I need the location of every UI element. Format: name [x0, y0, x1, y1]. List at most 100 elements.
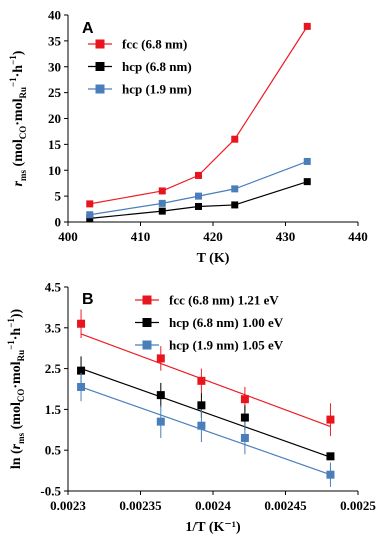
y-axis-label-part: ·h — [9, 328, 24, 341]
y-axis-label-part: ln ( — [9, 449, 24, 469]
y-tick-label: 10 — [48, 163, 61, 178]
data-point — [156, 354, 165, 363]
y-axis-label-part: ms — [16, 432, 26, 443]
legend-label: fcc (6.8 nm) 1.21 eV — [169, 293, 279, 308]
data-point — [195, 192, 202, 200]
legend-label: hcp (6.8 nm) — [122, 59, 192, 74]
y-axis-label-b: ln (rms (molCO·molRu−1·h−1)) — [6, 308, 26, 469]
y-axis-label-part: r — [9, 443, 24, 449]
y-axis-label-part: CO — [18, 126, 28, 140]
data-point — [197, 421, 206, 430]
chart-panel-a: A 0 5 10 15 20 25 30 35 40 400 410 420 430 440 T (K) rm… — [8, 8, 368, 267]
data-point — [231, 185, 239, 193]
legend-marker — [95, 84, 105, 94]
series-0 — [86, 22, 311, 208]
data-point — [156, 391, 165, 400]
series-line — [89, 181, 308, 219]
x-tick-label: 0.00245 — [264, 498, 307, 513]
x-tick-label: 420 — [203, 229, 223, 244]
data-point — [77, 319, 86, 328]
data-point — [326, 452, 335, 461]
y-tick-label: 20 — [48, 111, 61, 126]
x-tick-label: 440 — [348, 229, 368, 244]
x-axis-label: 1/T (K⁻¹) — [185, 520, 241, 535]
data-point — [158, 199, 166, 207]
y-axis-label-part: r — [11, 180, 26, 186]
y-tick-label: 15 — [48, 137, 62, 152]
y-axis-label-part: ·mol — [9, 361, 24, 388]
y-axis-label-part: −1 — [8, 77, 18, 87]
y-axis-label-part: (mol — [9, 402, 24, 433]
data-point — [77, 366, 86, 375]
series-1 — [77, 356, 335, 461]
data-point — [231, 135, 239, 143]
y-axis-label-part: ms — [18, 169, 28, 180]
data-point — [240, 433, 249, 442]
data-point — [231, 201, 239, 209]
y-axis-label-part: −1 — [6, 318, 16, 328]
y-tick-label: 1.5 — [45, 402, 62, 417]
data-point — [158, 207, 166, 215]
x-tick-label: 0.0024 — [195, 498, 231, 513]
series-2 — [77, 372, 335, 487]
x-tick-label: 430 — [276, 229, 296, 244]
y-axis-label-part: Ru — [18, 87, 28, 99]
legend-label: hcp (1.9 nm) — [122, 82, 192, 97]
y-axis-label-a: rms (molCO·molRu−1·h−1) — [8, 50, 28, 186]
y-axis-label-part: (mol — [11, 139, 26, 170]
y-axis-label-part: ·mol — [11, 98, 26, 125]
series-1 — [86, 178, 311, 222]
legend-marker — [95, 39, 105, 49]
x-tick-label: 0.00235 — [119, 498, 162, 513]
data-point — [86, 214, 94, 222]
y-tick-label: 3.5 — [45, 320, 62, 335]
y-axis-label-part: −1 — [8, 55, 18, 65]
legend-label: hcp (1.9 nm) 1.05 eV — [169, 338, 284, 353]
x-tick-label: 400 — [58, 229, 78, 244]
x-tick-label: 410 — [131, 229, 151, 244]
legend-marker — [142, 318, 152, 327]
legend-marker — [142, 295, 152, 305]
y-axis-label-part: −1 — [6, 340, 16, 350]
panel-label-b: B — [82, 291, 94, 308]
data-point — [195, 171, 202, 179]
fit-line — [80, 386, 331, 476]
y-axis-label-part: Ru — [16, 350, 26, 362]
data-point — [240, 413, 249, 422]
data-point — [86, 211, 94, 219]
data-point — [158, 187, 166, 195]
x-tick-label: 0.0023 — [50, 498, 86, 513]
y-tick-label: 2.5 — [45, 361, 62, 376]
y-tick-label: 40 — [48, 8, 61, 23]
series-2 — [86, 157, 311, 219]
data-point — [195, 202, 202, 210]
y-tick-label: 4.5 — [45, 280, 62, 295]
legend-label: fcc (6.8 nm) — [122, 37, 187, 52]
fit-line — [80, 333, 331, 428]
y-tick-label: 25 — [48, 85, 62, 100]
legend-marker — [95, 62, 105, 71]
y-tick-label: -0.5 — [40, 484, 61, 499]
data-point — [197, 376, 206, 385]
data-point — [197, 401, 206, 410]
y-axis-label-part: )) — [9, 308, 24, 318]
panel-label-a: A — [82, 20, 94, 37]
data-point — [156, 417, 165, 426]
y-axis-label-part: ·h — [11, 65, 26, 78]
fit-line — [80, 368, 331, 458]
data-point — [326, 415, 335, 424]
legend: fcc (6.8 nm) hcp (6.8 nm) hcp (1.9 nm) — [88, 37, 192, 97]
legend: fcc (6.8 nm) 1.21 eV hcp (6.8 nm) 1.00 eV… — [135, 293, 284, 353]
data-point — [77, 382, 86, 391]
y-tick-label: 0 — [55, 215, 62, 230]
y-tick-label: 5 — [55, 189, 62, 204]
data-point — [303, 22, 311, 30]
data-point — [303, 157, 311, 165]
data-point — [86, 200, 94, 208]
data-point — [303, 178, 311, 186]
y-tick-label: 0.5 — [45, 443, 62, 458]
legend-label: hcp (6.8 nm) 1.00 eV — [169, 315, 284, 330]
y-tick-label: 30 — [48, 59, 61, 74]
x-axis-label: T (K) — [197, 251, 230, 266]
